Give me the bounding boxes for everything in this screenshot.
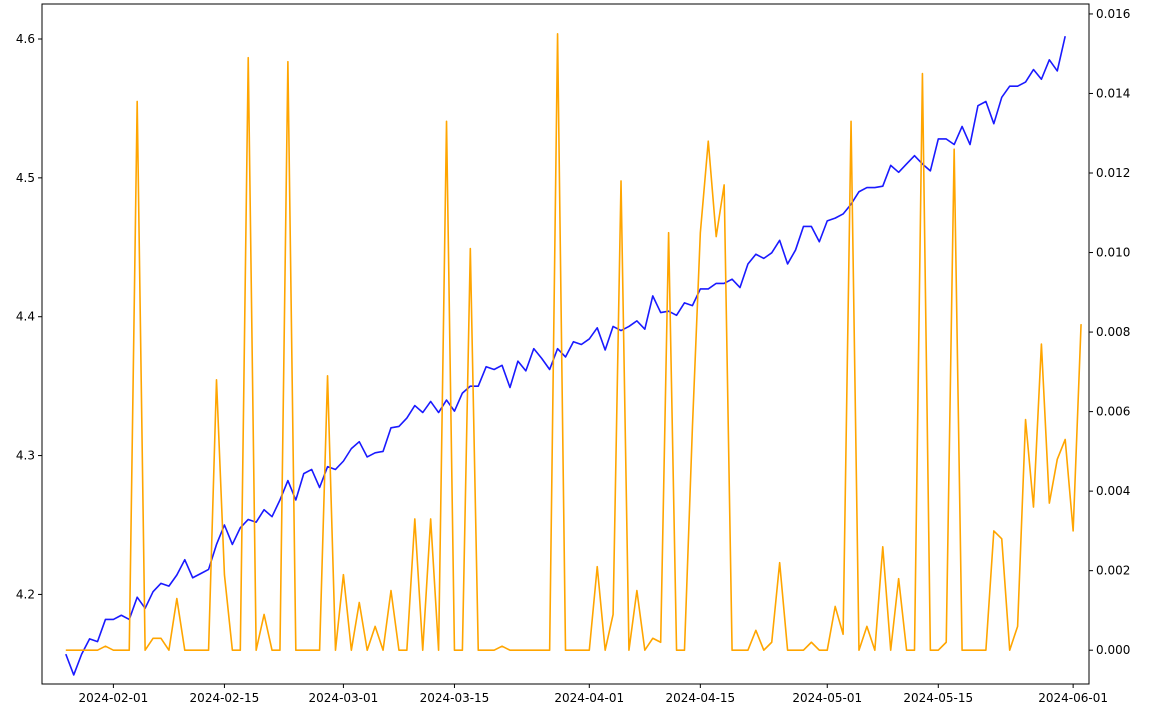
plot-area bbox=[41, 3, 1090, 685]
y-right-tick-label: 0.004 bbox=[1096, 484, 1130, 498]
y-right-tick-label: 0.000 bbox=[1096, 643, 1130, 657]
y-left-tick-label: 4.2 bbox=[16, 587, 35, 601]
right-axis-series-line bbox=[65, 33, 1082, 652]
x-tick-label: 2024-04-01 bbox=[554, 691, 624, 705]
y-left-tick-label: 4.3 bbox=[16, 449, 35, 463]
left-axis-series-line bbox=[65, 36, 1066, 676]
x-tick-label: 2024-03-15 bbox=[420, 691, 490, 705]
y-right-tick-label: 0.008 bbox=[1096, 325, 1130, 339]
x-tick-label: 2024-04-15 bbox=[665, 691, 735, 705]
y-right-tick-label: 0.016 bbox=[1096, 7, 1130, 21]
y-right-tick-label: 0.010 bbox=[1096, 246, 1130, 260]
x-tick-label: 2024-05-15 bbox=[903, 691, 973, 705]
axis-layer: 2024-02-01 2024-02-15 2024-03-01 2024-03-15… bbox=[16, 7, 1130, 705]
y-left-tick-label: 4.6 bbox=[16, 32, 35, 46]
x-tick-label: 2024-03-01 bbox=[309, 691, 379, 705]
x-tick-label: 2024-06-01 bbox=[1038, 691, 1108, 705]
y-right-tick-label: 0.002 bbox=[1096, 564, 1130, 578]
y-right-tick-label: 0.012 bbox=[1096, 166, 1130, 180]
x-tick-label: 2024-02-01 bbox=[79, 691, 149, 705]
series-layer bbox=[65, 33, 1082, 676]
y-right-tick-label: 0.006 bbox=[1096, 405, 1130, 419]
y-right-tick-label: 0.014 bbox=[1096, 86, 1130, 100]
x-tick-label: 2024-05-01 bbox=[792, 691, 862, 705]
y-left-tick-label: 4.4 bbox=[16, 310, 35, 324]
x-tick-label: 2024-02-15 bbox=[190, 691, 260, 705]
y-left-tick-label: 4.5 bbox=[16, 171, 35, 185]
